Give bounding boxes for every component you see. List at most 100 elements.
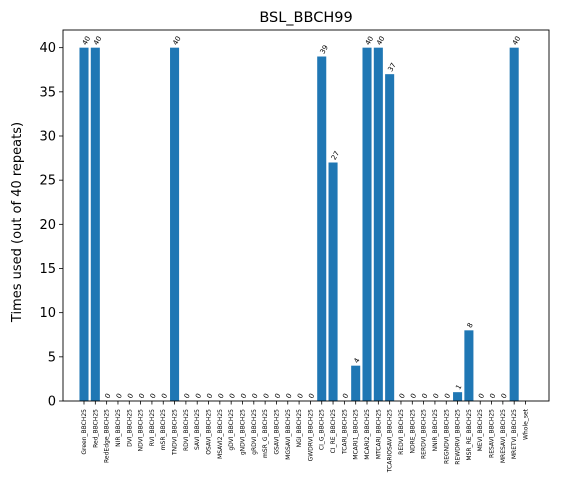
data-label: 0 <box>149 392 158 400</box>
bars-layer <box>79 47 519 402</box>
data-label: 0 <box>137 392 146 400</box>
x-tick-label: NDRE_BBCH25 <box>409 409 416 454</box>
data-label: 0 <box>285 392 294 400</box>
y-axis: 0 5 10 15 20 25 30 35 40 <box>39 41 63 410</box>
bar <box>90 47 100 402</box>
data-label: 0 <box>409 392 418 400</box>
data-label: 0 <box>228 392 237 400</box>
bar <box>509 47 519 402</box>
data-label: 0 <box>217 392 226 400</box>
y-axis-label: Times used (out of 40 repeats) <box>10 122 25 323</box>
bar <box>351 365 361 401</box>
data-label: 4 <box>352 356 361 364</box>
data-label: 39 <box>319 44 330 56</box>
x-tick-label: TCARI_BBCH25 <box>341 409 348 455</box>
y-tick-label: 5 <box>48 350 56 365</box>
x-tick-label: mSR_BBCH25 <box>160 409 167 450</box>
x-tick-label: gRDVI_BBCH25 <box>251 409 258 455</box>
x-tick-label: DVI_BBCH25 <box>126 409 133 447</box>
x-tick-label: OSAVI_BBCH25 <box>206 409 213 455</box>
data-label: 0 <box>432 392 441 400</box>
x-tick-label: REDVI_BBCH25 <box>398 409 405 455</box>
data-label: 0 <box>205 392 214 400</box>
x-tick-label: TCARIOSAVI_BBCH25 <box>387 409 394 473</box>
x-tick-label: NDVI_BBCH25 <box>138 409 145 452</box>
y-tick-label: 15 <box>39 262 56 277</box>
data-label: 0 <box>251 392 260 400</box>
data-label: 0 <box>488 392 497 400</box>
x-tick-label: RVI_BBCH25 <box>149 409 156 446</box>
x-tick-label: GWDRVI_BBCH25 <box>307 409 314 462</box>
data-label: 0 <box>341 392 350 400</box>
x-tick-label: NNIR_BBCH25 <box>432 409 439 452</box>
x-tick-label: GSAVI_BBCH25 <box>273 409 280 455</box>
data-label: 0 <box>477 392 486 400</box>
x-tick-label: REGNDVI_BBCH25 <box>443 409 450 464</box>
x-tick-label: MGSAVI_BBCH25 <box>285 409 292 460</box>
data-label: 0 <box>500 392 509 400</box>
data-label: 0 <box>398 392 407 400</box>
bar <box>373 47 383 402</box>
x-tick-label: NIR_BBCH25 <box>115 409 122 447</box>
x-tick-label: RERDVI_BBCH25 <box>421 409 428 459</box>
data-label: 0 <box>273 392 282 400</box>
x-tick-label: Green_BBCH25 <box>81 409 88 455</box>
data-label: 40 <box>375 35 386 47</box>
y-tick-label: 10 <box>39 306 56 321</box>
y-tick-label: 35 <box>39 85 56 100</box>
bar <box>385 74 395 402</box>
bar <box>362 47 372 402</box>
y-tick-label: 25 <box>39 174 56 189</box>
x-tick-label: mSR_G_BBCH25 <box>262 409 269 458</box>
data-label: 8 <box>466 321 475 329</box>
x-tick-label: RESAVI_BBCH25 <box>489 409 496 458</box>
x-tick-label: TNDVI_BBCH25 <box>172 409 179 456</box>
x-tick-label: MCARI2_BBCH25 <box>364 409 371 460</box>
data-label: 40 <box>364 35 375 47</box>
data-label: 0 <box>194 392 203 400</box>
bar <box>464 330 474 401</box>
x-tick-label: MSAVI2_BBCH25 <box>217 409 224 459</box>
x-tick-label: MTCARI_BBCH25 <box>375 409 382 459</box>
x-tick-label: Red_BBCH25 <box>92 409 99 448</box>
x-tick-label: REWDRVI_BBCH25 <box>455 409 462 465</box>
plot-frame <box>62 29 550 402</box>
bar <box>453 392 463 401</box>
chart-title: BSL_BBCH99 <box>259 10 352 26</box>
x-tick-label: CI_G_BBCH25 <box>319 409 326 450</box>
data-label: 0 <box>115 392 124 400</box>
x-tick-label: RedEdge_BBCH25 <box>104 409 111 463</box>
x-tick-label: MCARI1_BBCH25 <box>353 409 360 460</box>
data-label: 40 <box>92 35 103 47</box>
x-tick-label: gDVI_BBCH25 <box>228 409 235 451</box>
x-tick-label: CI_RE_BBCH25 <box>330 409 337 454</box>
data-label: 0 <box>126 392 135 400</box>
x-tick-label: NGI_BBCH25 <box>296 409 303 448</box>
y-tick-label: 0 <box>48 395 56 410</box>
data-label: 40 <box>81 35 92 47</box>
x-tick-label: Whole_set <box>523 408 530 440</box>
x-tick-label: MRESAVI_BBCH25 <box>500 409 507 463</box>
data-label: 0 <box>443 392 452 400</box>
data-label: 0 <box>239 392 248 400</box>
data-label: 1 <box>454 383 463 391</box>
bar <box>328 162 338 401</box>
x-tick-label: MSR_RE_BBCH25 <box>466 409 473 461</box>
x-tick-label: MRETVI_BBCH25 <box>511 409 518 459</box>
data-label: 27 <box>330 150 341 162</box>
data-label: 0 <box>296 392 305 400</box>
y-tick-label: 40 <box>39 41 56 56</box>
data-label: 0 <box>307 392 316 400</box>
data-label: 0 <box>183 392 192 400</box>
data-label: 37 <box>386 61 397 73</box>
bar <box>170 47 180 402</box>
y-tick-label: 30 <box>39 130 56 145</box>
data-label: 0 <box>420 392 429 400</box>
bar <box>79 47 89 402</box>
bar <box>317 56 327 401</box>
data-label: 0 <box>262 392 271 400</box>
data-label: 0 <box>103 392 112 400</box>
x-tick-label: gNDVI_BBCH25 <box>239 409 246 455</box>
